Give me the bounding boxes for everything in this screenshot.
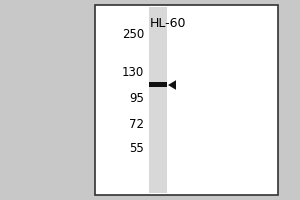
Text: 250: 250: [122, 28, 144, 42]
Polygon shape: [168, 80, 176, 90]
Text: 130: 130: [122, 66, 144, 78]
Bar: [149, 7, 167, 193]
Text: 55: 55: [129, 142, 144, 156]
Bar: [149, 82, 167, 87]
Text: 95: 95: [129, 92, 144, 106]
Text: HL-60: HL-60: [150, 17, 186, 30]
Bar: [95, 5, 278, 195]
Text: 72: 72: [129, 117, 144, 130]
